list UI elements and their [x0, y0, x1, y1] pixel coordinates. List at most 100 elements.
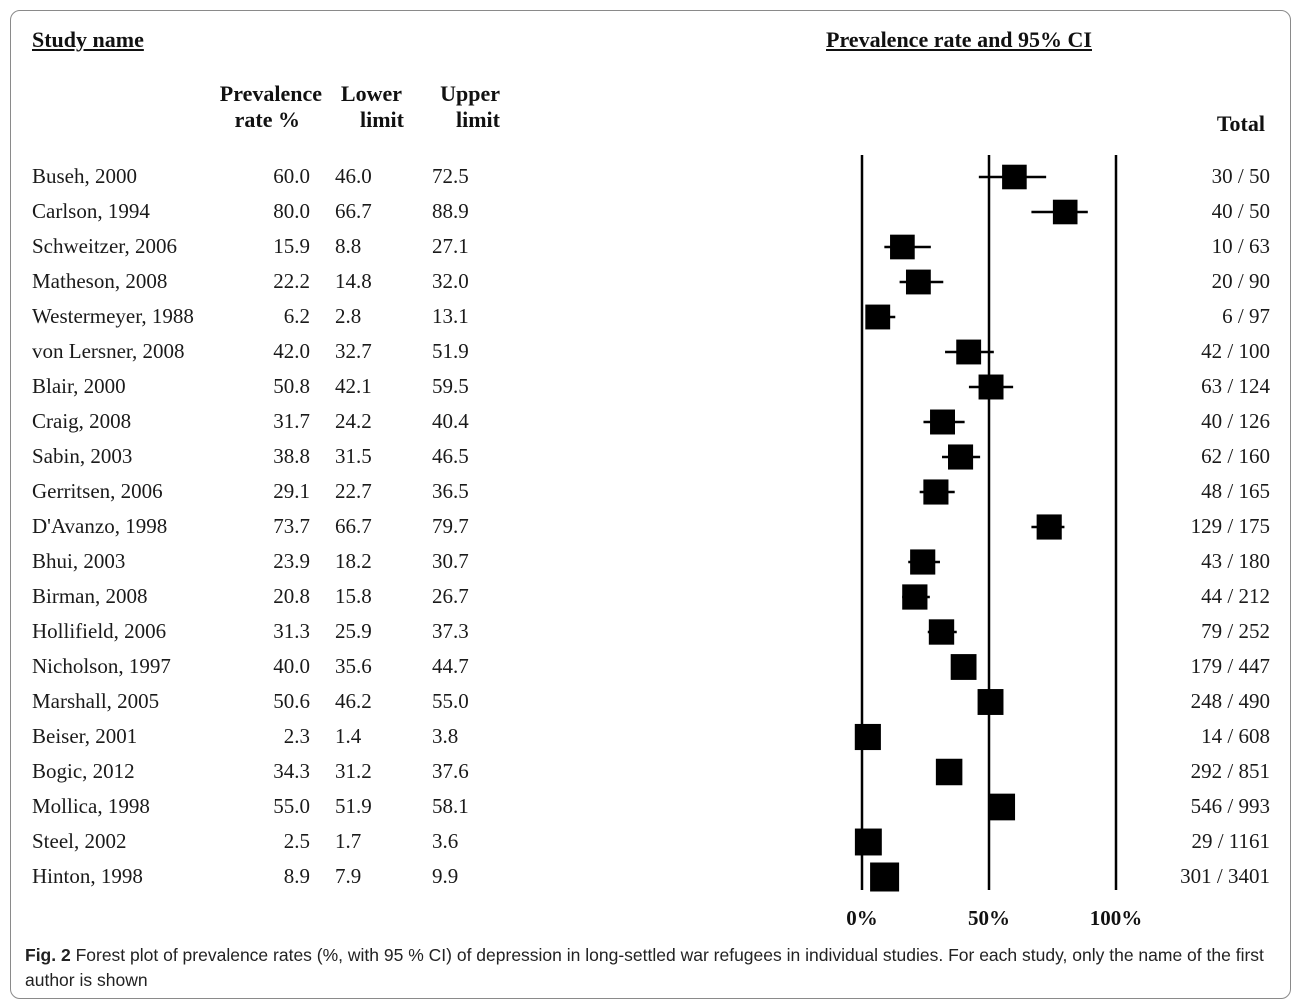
point-estimate-marker — [854, 723, 881, 751]
total-value: 301 / 3401 — [1180, 864, 1270, 888]
lower-limit-value: 46.0 — [335, 164, 372, 188]
rate-header-line2: rate % — [234, 107, 300, 132]
rate-value: 2.3 — [283, 724, 310, 748]
point-estimate-marker — [865, 304, 891, 330]
rate-value: 42.0 — [273, 339, 310, 363]
total-value: 14 / 608 — [1201, 724, 1270, 748]
point-estimate-marker — [1002, 164, 1027, 190]
upper-limit-value: 9.9 — [432, 864, 459, 888]
upper-limit-value: 36.5 — [432, 479, 469, 503]
point-estimate-marker — [1036, 514, 1062, 540]
point-estimate-marker — [988, 793, 1016, 821]
lower-limit-value: 15.8 — [335, 584, 372, 608]
study-name: D'Avanzo, 1998 — [32, 514, 168, 538]
upper-header: Upper limit — [425, 81, 500, 133]
study-name: Nicholson, 1997 — [32, 654, 171, 678]
lower-limit-value: 18.2 — [335, 549, 372, 573]
point-estimate-marker — [956, 339, 982, 365]
study-name: Steel, 2002 — [32, 829, 127, 853]
upper-limit-value: 72.5 — [432, 164, 469, 188]
point-estimate-marker — [905, 269, 931, 295]
total-value: 292 / 851 — [1190, 759, 1270, 783]
total-value: 129 / 175 — [1190, 514, 1270, 538]
study-name: Carlson, 1994 — [32, 199, 150, 223]
upper-limit-value: 37.6 — [432, 759, 469, 783]
rate-value: 73.7 — [273, 514, 310, 538]
total-value: 43 / 180 — [1201, 549, 1270, 573]
lower-header: Lower limit — [330, 81, 404, 133]
rate-value: 23.9 — [273, 549, 310, 573]
total-value: 248 / 490 — [1190, 689, 1270, 713]
upper-limit-value: 40.4 — [432, 409, 469, 433]
lower-limit-value: 22.7 — [335, 479, 372, 503]
total-value: 44 / 212 — [1201, 584, 1270, 608]
study-name: Mollica, 1998 — [32, 794, 150, 818]
rate-value: 38.8 — [273, 444, 310, 468]
lower-limit-value: 42.1 — [335, 374, 372, 398]
study-name: Schweitzer, 2006 — [32, 234, 177, 258]
lower-limit-value: 31.2 — [335, 759, 372, 783]
rate-value: 6.2 — [283, 304, 310, 328]
rate-header: Prevalence rate % — [196, 81, 322, 133]
lower-limit-value: 14.8 — [335, 269, 372, 293]
total-header: Total — [1216, 111, 1265, 136]
total-value: 10 / 63 — [1211, 234, 1270, 258]
figure-caption: Fig. 2 Forest plot of prevalence rates (… — [25, 943, 1275, 993]
lower-limit-value: 1.4 — [335, 724, 362, 748]
study-name: Gerritsen, 2006 — [32, 479, 163, 503]
plot-title: Prevalence rate and 95% CI — [826, 27, 1092, 52]
rate-value: 2.5 — [283, 829, 310, 853]
x-tick-label: 50% — [968, 906, 1010, 930]
rate-value: 22.2 — [273, 269, 310, 293]
total-value: 62 / 160 — [1201, 444, 1270, 468]
total-value: 6 / 97 — [1222, 304, 1270, 328]
rate-value: 15.9 — [273, 234, 310, 258]
lower-limit-value: 8.8 — [335, 234, 362, 258]
upper-limit-value: 27.1 — [432, 234, 469, 258]
study-name: Hinton, 1998 — [32, 864, 143, 888]
study-name: Bogic, 2012 — [32, 759, 135, 783]
lower-limit-value: 51.9 — [335, 794, 372, 818]
point-estimate-marker — [930, 409, 955, 435]
upper-limit-value: 58.1 — [432, 794, 469, 818]
study-name: Beiser, 2001 — [32, 724, 138, 748]
lower-limit-value: 31.5 — [335, 444, 372, 468]
lower-limit-value: 35.6 — [335, 654, 372, 678]
upper-limit-value: 55.0 — [432, 689, 469, 713]
upper-limit-value: 30.7 — [432, 549, 469, 573]
study-name: Birman, 2008 — [32, 584, 148, 608]
x-tick-label: 0% — [846, 906, 878, 930]
study-name: Matheson, 2008 — [32, 269, 168, 293]
x-tick-label: 100% — [1090, 906, 1143, 930]
lower-limit-value: 2.8 — [335, 304, 362, 328]
rate-value: 50.8 — [273, 374, 310, 398]
upper-limit-value: 32.0 — [432, 269, 469, 293]
upper-limit-value: 59.5 — [432, 374, 469, 398]
lower-limit-value: 25.9 — [335, 619, 372, 643]
upper-limit-value: 79.7 — [432, 514, 469, 538]
point-estimate-marker — [935, 758, 963, 786]
rate-value: 31.7 — [273, 409, 310, 433]
lower-limit-value: 24.2 — [335, 409, 372, 433]
point-estimate-marker — [870, 862, 900, 892]
rate-value: 60.0 — [273, 164, 310, 188]
total-value: 20 / 90 — [1211, 269, 1270, 293]
point-estimate-marker — [1052, 199, 1078, 225]
point-estimate-marker — [950, 654, 977, 680]
point-estimate-marker — [977, 689, 1004, 715]
point-estimate-marker — [890, 234, 915, 260]
total-value: 42 / 100 — [1201, 339, 1270, 363]
point-estimate-marker — [854, 828, 882, 856]
total-value: 63 / 124 — [1201, 374, 1270, 398]
rate-header-line1: Prevalence — [219, 81, 322, 106]
point-estimate-marker — [902, 584, 928, 610]
point-estimate-marker — [923, 479, 949, 505]
total-value: 40 / 126 — [1201, 409, 1270, 433]
lower-limit-value: 1.7 — [335, 829, 362, 853]
total-value: 30 / 50 — [1211, 164, 1270, 188]
upper-limit-value: 37.3 — [432, 619, 469, 643]
study-name: Blair, 2000 — [32, 374, 126, 398]
total-value: 29 / 1161 — [1191, 829, 1270, 853]
caption-text: Forest plot of prevalence rates (%, with… — [25, 945, 1264, 990]
